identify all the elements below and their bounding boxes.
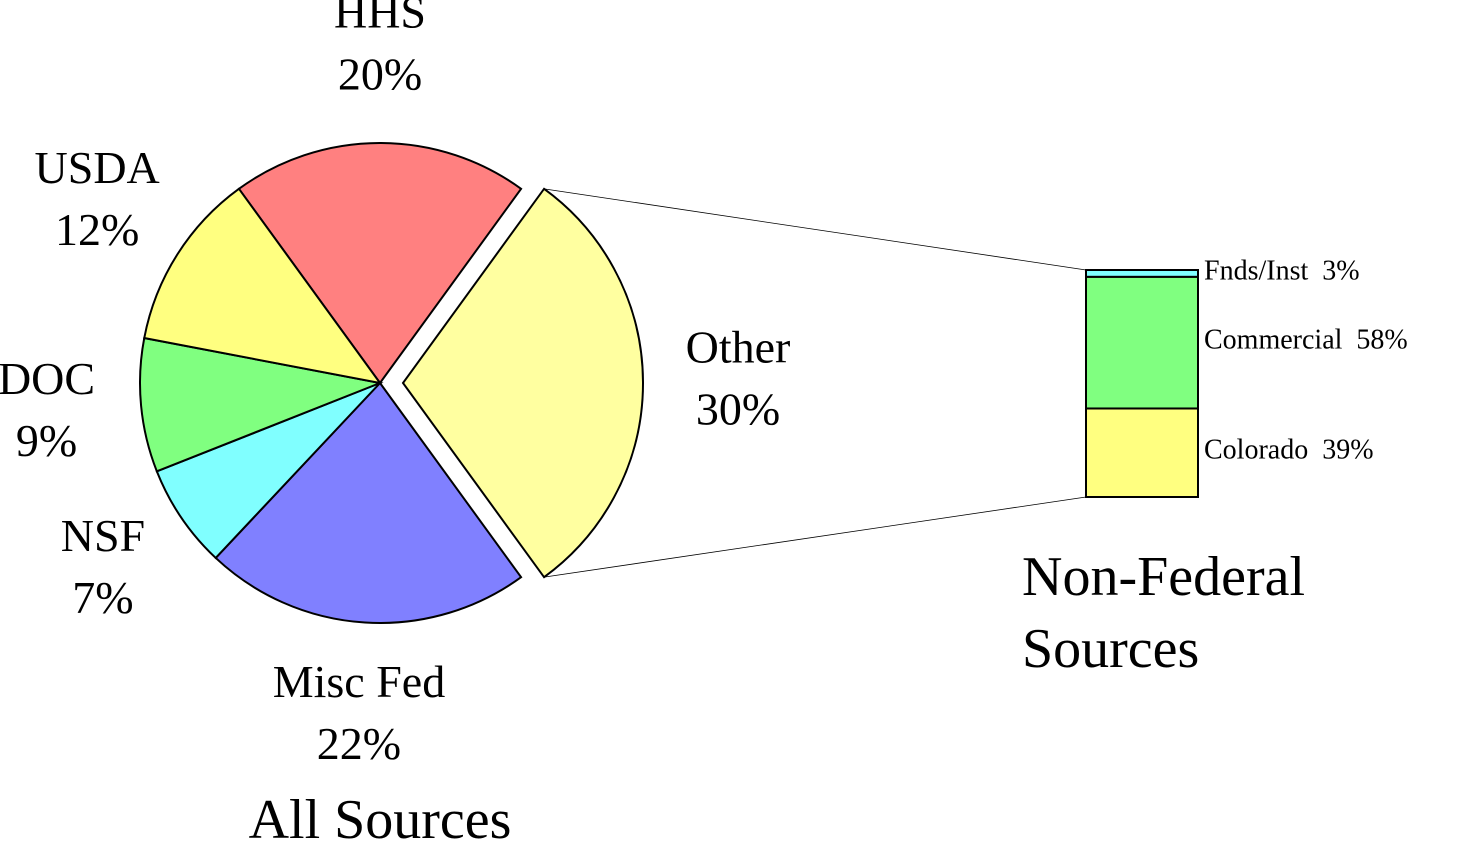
slice-value-label: 9%	[16, 415, 77, 466]
slice-label: USDA	[35, 142, 160, 193]
chart-title: Non-Federal Sources	[1022, 546, 1305, 680]
slice-value-label: 12%	[55, 204, 139, 255]
slice-label: Other	[686, 322, 791, 373]
slice-label: DOC	[0, 353, 95, 404]
connector-line	[544, 496, 1087, 578]
pie-slice	[143, 187, 383, 385]
bar-segment	[1085, 275, 1199, 410]
pie-slice	[237, 142, 523, 385]
chart-title: All Sources	[249, 789, 512, 851]
segment-label: Colorado 39%	[1204, 435, 1374, 466]
slice-label: NSF	[61, 510, 145, 561]
segment-label: Fnds/Inst 3%	[1204, 256, 1360, 287]
bar-segment	[1085, 407, 1199, 498]
pie-slice	[155, 382, 381, 560]
segment-value-label: 39%	[1322, 435, 1373, 466]
segment-category: Colorado	[1204, 435, 1308, 466]
slice-value-label: 22%	[317, 718, 401, 769]
pie-slice	[139, 336, 384, 473]
bar-segment	[1085, 269, 1199, 278]
slice-label: Misc Fed	[273, 656, 446, 707]
connector-line	[544, 188, 1087, 271]
segment-value-label: 58%	[1356, 325, 1407, 356]
slice-value-label: 30%	[696, 384, 780, 435]
slice-value-label: 7%	[72, 572, 133, 623]
pie-slice	[214, 381, 523, 624]
segment-category: Fnds/Inst	[1204, 256, 1308, 287]
pie-slice	[401, 187, 644, 579]
slice-label: HHS	[334, 0, 426, 38]
segment-category: Commercial	[1204, 325, 1343, 356]
segment-label: Commercial 58%	[1204, 325, 1408, 356]
slice-value-label: 20%	[338, 49, 422, 100]
segment-value-label: 3%	[1322, 256, 1359, 287]
